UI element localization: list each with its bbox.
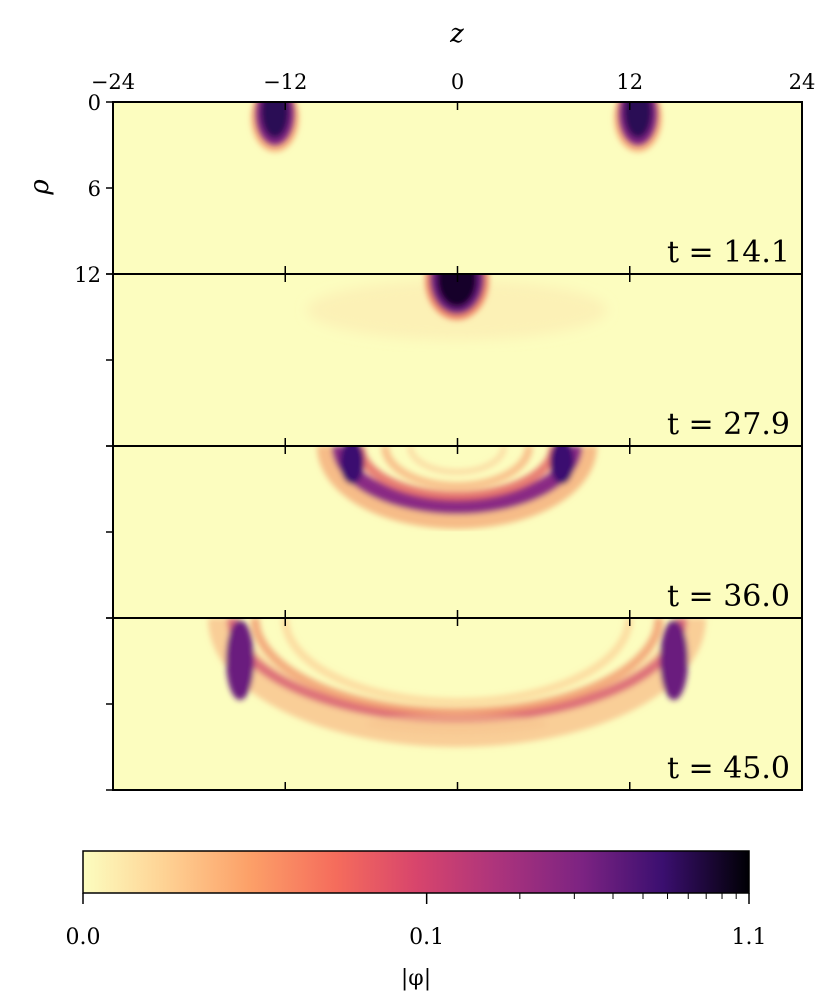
- y-tick-label: 6: [88, 177, 101, 201]
- panel-1-background: [113, 102, 802, 274]
- y-tick-label: 12: [74, 263, 101, 287]
- colorbar: [82, 850, 750, 894]
- colorbar-tick-label: 0.1: [409, 925, 444, 950]
- colorbar-label: |φ|: [401, 966, 431, 991]
- y-tick-label: 0: [88, 91, 101, 115]
- x-tick-labels: −24 −12 0 12 24: [91, 70, 816, 94]
- panel-3-field: [317, 446, 597, 529]
- x-tick-label: −12: [263, 70, 307, 94]
- y-tick-labels: 0 6 12: [74, 91, 101, 287]
- y-axis-label: ρ: [25, 179, 55, 196]
- x-tick-label: 24: [789, 70, 816, 94]
- colorbar-ticks: 0.0 0.1 1.1: [66, 893, 767, 950]
- x-tick-label: 0: [451, 70, 464, 94]
- colorbar-tick-label: 1.1: [732, 925, 767, 950]
- panel-label: t = 45.0: [667, 751, 790, 786]
- x-axis-label: z: [449, 19, 464, 49]
- panel-1-field: [251, 102, 662, 152]
- panel-2-field: [307, 274, 607, 340]
- x-tick-label: −24: [91, 70, 135, 94]
- axis-ticks: [106, 101, 803, 791]
- panel-label: t = 27.9: [667, 407, 790, 442]
- x-tick-label: 12: [616, 70, 643, 94]
- panel-labels: t = 14.1 t = 27.9 t = 36.0 t = 45.0: [667, 235, 790, 786]
- panel-4-field: [208, 618, 706, 747]
- panel-label: t = 36.0: [667, 579, 790, 614]
- panel-label: t = 14.1: [667, 235, 790, 270]
- colorbar-tick-label: 0.0: [66, 925, 101, 950]
